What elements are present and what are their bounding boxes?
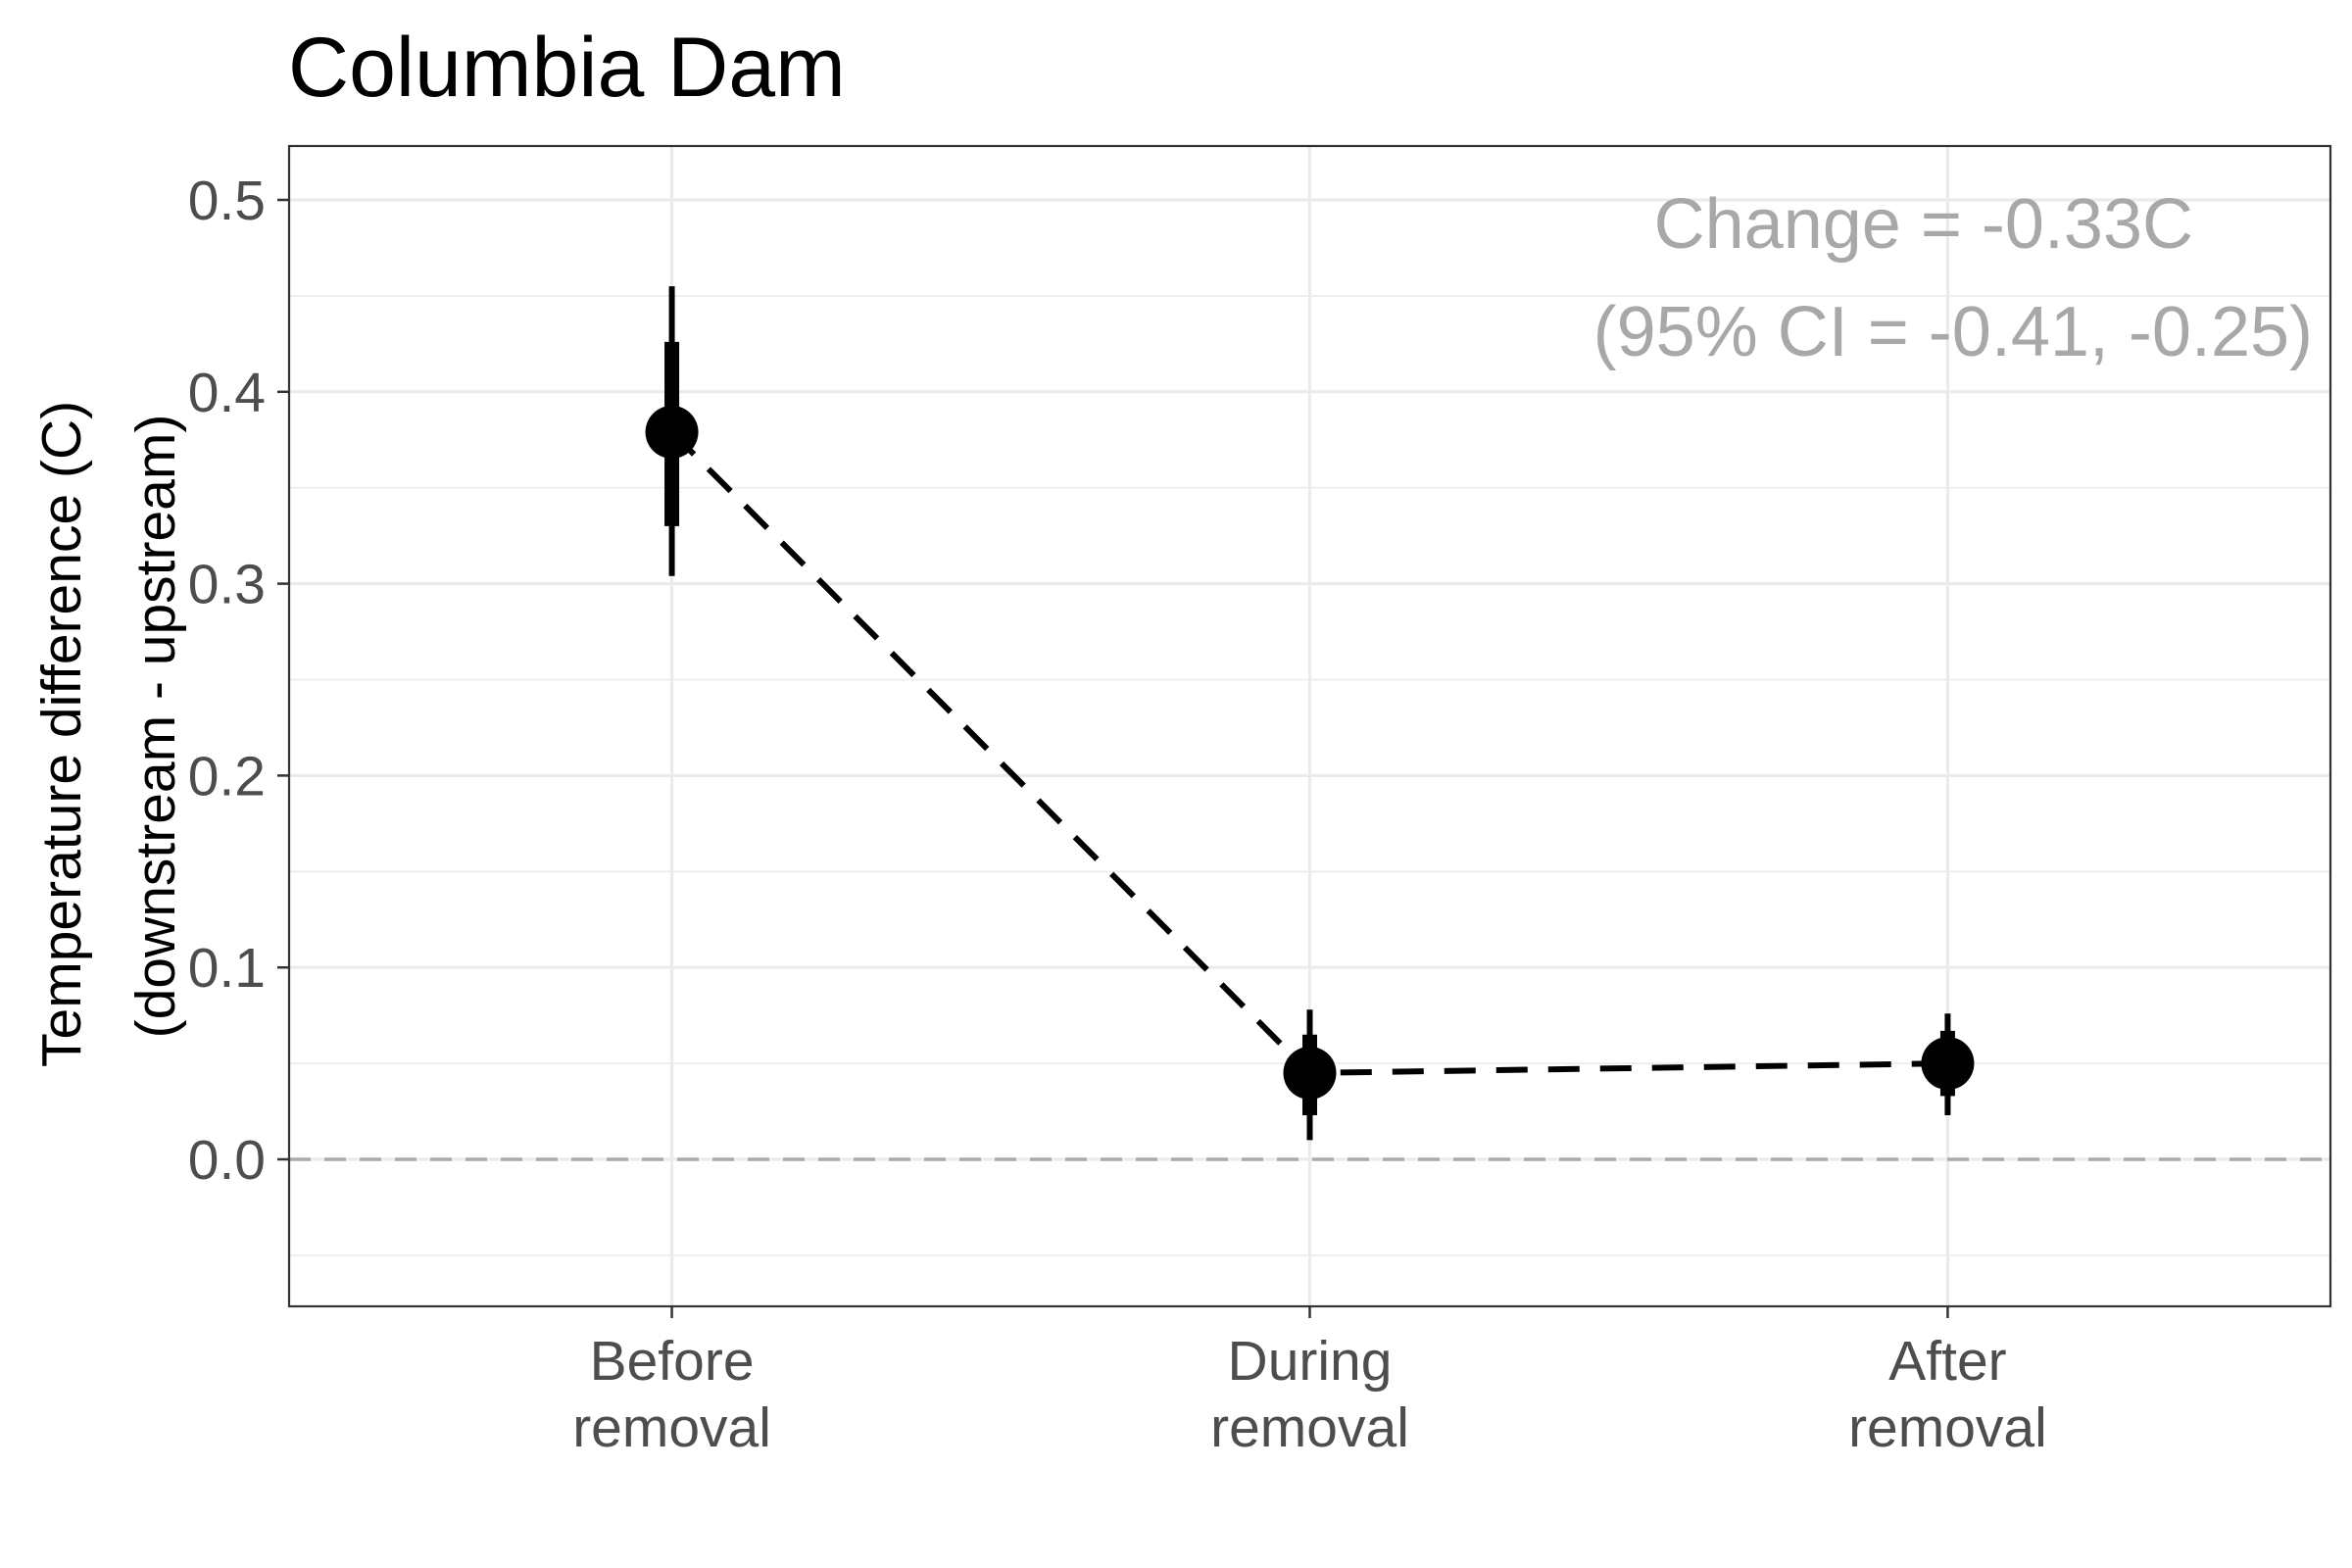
change-annotation-line-2: (95% CI = -0.41, -0.25) bbox=[1593, 293, 2313, 371]
x-tick-label-line: After bbox=[1888, 1330, 2006, 1393]
x-tick-label-line: removal bbox=[1848, 1396, 2047, 1459]
y-axis-title-line-2: (downstream - upstream) bbox=[124, 415, 187, 1039]
point-range bbox=[645, 286, 699, 576]
y-axis-title-line-1: Temperature difference (C) bbox=[30, 401, 93, 1067]
x-tick-label-line: removal bbox=[1210, 1396, 1409, 1459]
x-tick-label-line: Before bbox=[590, 1330, 755, 1393]
y-tick-label: 0.0 bbox=[188, 1129, 266, 1192]
estimate-point bbox=[645, 405, 699, 459]
point-range bbox=[1921, 1013, 1975, 1115]
change-annotation: Change = -0.33C (95% CI = -0.41, -0.25) bbox=[1593, 185, 2313, 371]
y-tick-label: 0.1 bbox=[188, 937, 266, 1000]
y-tick-label: 0.5 bbox=[188, 170, 266, 232]
y-tick-label: 0.4 bbox=[188, 362, 266, 424]
x-tick-label: After removal bbox=[1848, 1330, 2047, 1459]
x-tick-label-line: During bbox=[1228, 1330, 1393, 1393]
y-axis-title: Temperature difference (C) (downstream -… bbox=[30, 385, 187, 1067]
estimate-point bbox=[1283, 1046, 1337, 1100]
x-tick-label-line: removal bbox=[572, 1396, 771, 1459]
data-points bbox=[645, 286, 1975, 1141]
y-tick-label: 0.3 bbox=[188, 554, 266, 616]
x-tick-label: During removal bbox=[1210, 1330, 1409, 1459]
point-range bbox=[1283, 1009, 1337, 1141]
y-axis: 0.0 0.1 0.2 0.3 0.4 0.5 bbox=[188, 170, 289, 1192]
y-tick-label: 0.2 bbox=[188, 745, 266, 808]
estimate-point bbox=[1921, 1037, 1975, 1091]
x-tick-label: Before removal bbox=[572, 1330, 771, 1459]
chart-title: Columbia Dam bbox=[288, 21, 846, 115]
change-annotation-line-1: Change = -0.33C bbox=[1654, 185, 2193, 264]
